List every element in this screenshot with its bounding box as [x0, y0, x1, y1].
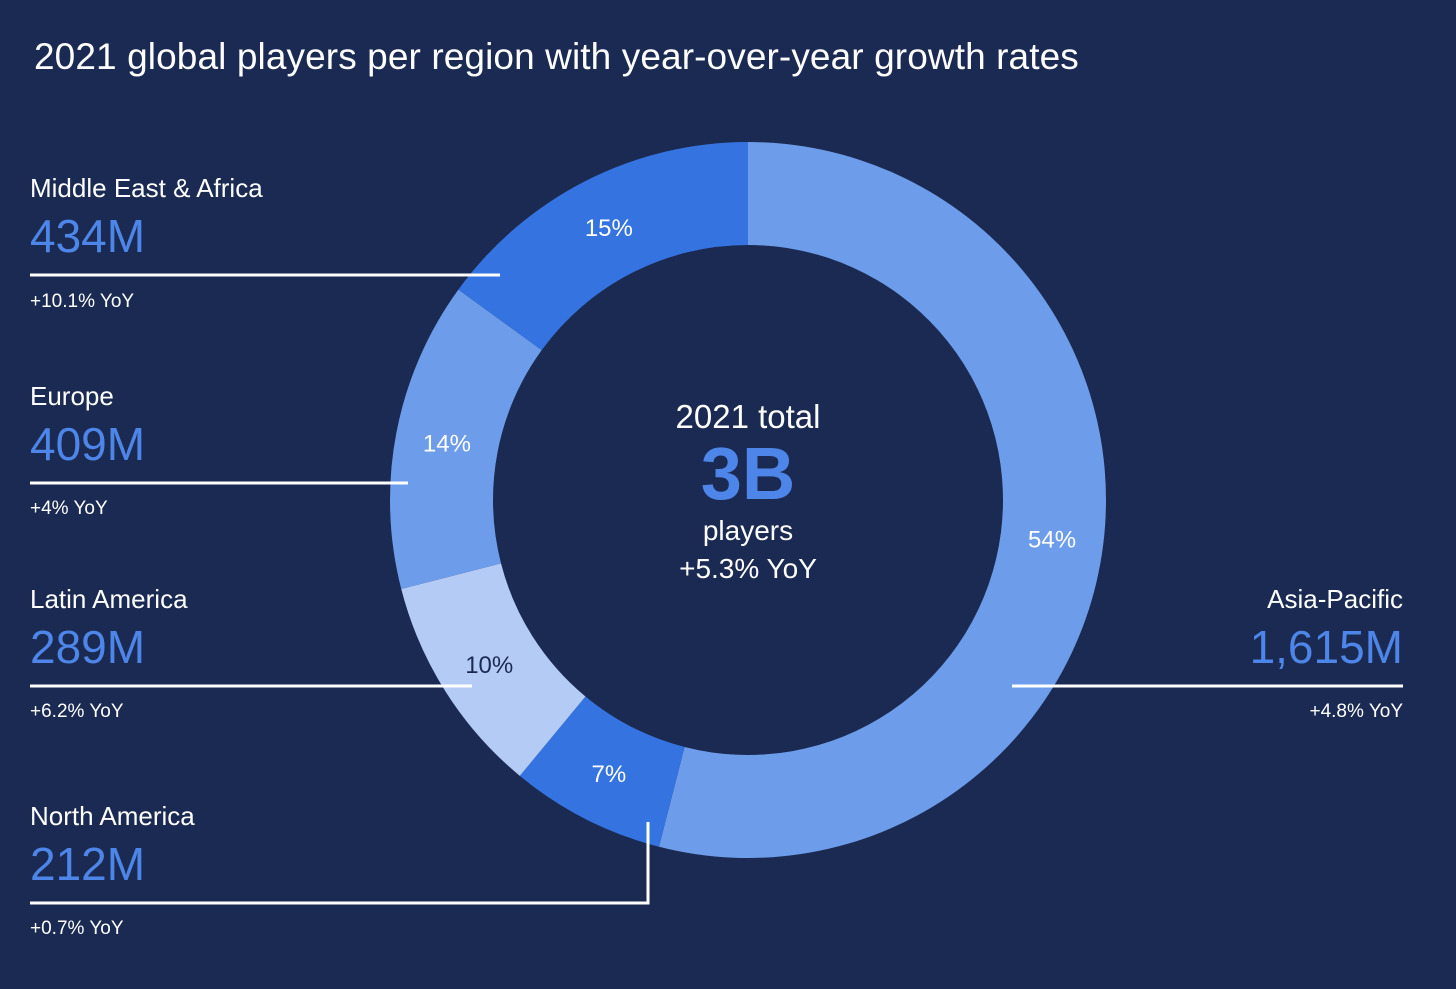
region-north-america: North America 212M +0.7% YoY	[30, 801, 510, 939]
region-name: Europe	[30, 381, 114, 411]
region-asia-pacific: Asia-Pacific 1,615M +4.8% YoY	[923, 584, 1403, 722]
region-name: North America	[30, 801, 195, 831]
region-players: 434M	[30, 210, 146, 262]
region-latin-america: Latin America 289M +6.2% YoY	[30, 584, 510, 722]
slice-percent-label: 54%	[1028, 526, 1076, 553]
donut-slice-north-america	[519, 696, 685, 847]
region-players: 409M	[30, 418, 146, 470]
region-middle-east-africa: Middle East & Africa 434M +10.1% YoY	[30, 173, 510, 312]
slice-labels: 54% 7% 10% 14% 15%	[423, 215, 1076, 788]
region-yoy: +0.7% YoY	[30, 918, 124, 939]
region-yoy: +10.1% YoY	[30, 291, 135, 312]
center-total: 3B	[700, 432, 796, 515]
slice-percent-label: 7%	[592, 761, 627, 788]
region-yoy: +6.2% YoY	[30, 701, 124, 722]
donut-center: 2021 total 3B players +5.3% YoY	[598, 398, 898, 588]
donut-slice-latin-america	[401, 563, 586, 776]
region-yoy: +4.8% YoY	[1309, 701, 1403, 722]
leader-line-north-america	[30, 822, 650, 905]
slice-percent-label: 10%	[465, 652, 513, 679]
center-unit: players	[702, 515, 794, 546]
donut-slice-asia-pacific	[658, 142, 1107, 858]
region-name: Latin America	[30, 584, 188, 614]
region-name: Middle East & Africa	[30, 173, 263, 203]
region-europe: Europe 409M +4% YoY	[30, 381, 510, 519]
region-players: 289M	[30, 621, 146, 673]
center-label: 2021 total	[675, 398, 821, 435]
slice-percent-label: 14%	[423, 431, 471, 458]
donut-slice-europe	[389, 289, 542, 590]
chart-title: 2021 global players per region with year…	[34, 36, 1079, 77]
slice-percent-label: 15%	[585, 215, 633, 242]
donut-slices	[389, 142, 1107, 858]
leader-lines	[30, 273, 1403, 905]
region-players: 1,615M	[1249, 621, 1403, 673]
region-yoy: +4% YoY	[30, 498, 108, 519]
region-players: 212M	[30, 838, 146, 890]
donut-slice-middle-east-africa	[458, 142, 748, 351]
center-yoy: +5.3% YoY	[679, 553, 817, 584]
region-name: Asia-Pacific	[1267, 584, 1403, 614]
